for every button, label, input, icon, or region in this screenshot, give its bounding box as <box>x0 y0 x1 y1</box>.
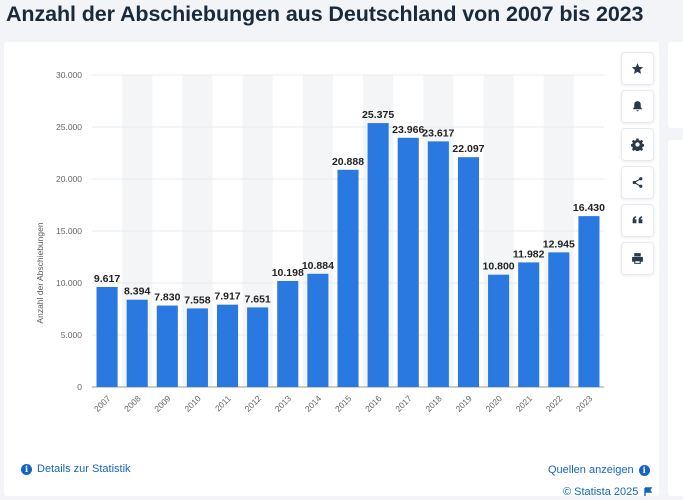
y-tick-label: 5.000 <box>61 330 83 340</box>
bar-value-label: 10.884 <box>302 260 334 272</box>
sources-link[interactable]: Quellen anzeigen i <box>548 464 650 476</box>
bar-value-label: 16.430 <box>573 202 605 214</box>
bar-value-label: 7.917 <box>214 291 240 303</box>
bar[interactable] <box>337 169 359 387</box>
bar-value-label: 10.800 <box>483 261 515 273</box>
info-icon: i <box>21 463 32 475</box>
bar[interactable] <box>548 252 570 387</box>
quote-icon <box>632 216 643 224</box>
y-tick-label: 20.000 <box>56 174 82 184</box>
bar-value-label: 23.617 <box>422 127 454 139</box>
y-tick-label: 30.000 <box>56 70 82 80</box>
bar-value-label: 7.558 <box>184 294 210 306</box>
copyright-text: © Statista 2025 <box>563 486 639 498</box>
bar[interactable] <box>277 280 299 387</box>
cite-button[interactable] <box>621 204 654 237</box>
bar[interactable] <box>488 274 510 387</box>
page-title: Anzahl der Abschiebungen aus Deutschland… <box>6 2 644 26</box>
x-tick-label: 2016 <box>363 393 384 414</box>
x-tick-label: 2014 <box>303 393 324 414</box>
bar[interactable] <box>96 286 118 387</box>
bar-value-label: 23.966 <box>392 124 424 136</box>
bar-value-label: 20.888 <box>332 156 364 168</box>
bar[interactable] <box>156 305 178 387</box>
bar[interactable] <box>578 216 600 387</box>
print-button[interactable] <box>621 242 654 275</box>
bar[interactable] <box>367 123 389 387</box>
x-tick-label: 2008 <box>122 393 143 414</box>
sources-link-label: Quellen anzeigen <box>548 464 634 476</box>
bar-value-label: 8.394 <box>124 286 150 298</box>
bar-value-label: 11.982 <box>513 248 545 260</box>
bar-value-label: 25.375 <box>362 109 394 121</box>
bell-icon <box>633 101 642 112</box>
star-icon <box>631 63 644 74</box>
x-tick-label: 2017 <box>393 393 414 414</box>
share-button[interactable] <box>621 166 654 199</box>
bar[interactable] <box>126 299 148 387</box>
x-tick-label: 2020 <box>484 393 505 414</box>
bar-value-label: 7.651 <box>245 293 271 305</box>
y-tick-label: 15.000 <box>56 226 82 236</box>
x-tick-label: 2007 <box>92 393 113 414</box>
bar-value-label: 12.945 <box>543 238 575 250</box>
settings-button[interactable] <box>621 128 654 161</box>
x-tick-label: 2018 <box>423 393 444 414</box>
y-tick-label: 0 <box>77 382 82 392</box>
info-icon: i <box>638 464 650 476</box>
x-tick-label: 2009 <box>152 393 173 414</box>
side-panel <box>668 42 683 128</box>
bar[interactable] <box>518 262 540 387</box>
bar-value-label: 7.830 <box>154 292 180 304</box>
y-tick-label: 10.000 <box>56 278 82 288</box>
bar[interactable] <box>397 137 419 387</box>
notification-button[interactable] <box>621 90 654 123</box>
x-tick-label: 2010 <box>182 393 203 414</box>
share-icon <box>632 177 643 188</box>
bar[interactable] <box>186 308 208 387</box>
details-link-label: Details zur Statistik <box>37 463 131 475</box>
bar-value-label: 10.198 <box>272 267 304 279</box>
x-tick-label: 2019 <box>453 393 474 414</box>
gear-icon <box>631 138 644 151</box>
bar-value-label: 9.617 <box>94 273 120 285</box>
x-tick-label: 2013 <box>273 393 294 414</box>
details-link[interactable]: i Details zur Statistik <box>21 463 131 475</box>
x-tick-label: 2012 <box>243 393 264 414</box>
y-tick-label: 25.000 <box>56 122 82 132</box>
x-tick-label: 2011 <box>213 393 233 413</box>
x-tick-label: 2021 <box>514 393 535 414</box>
x-tick-label: 2022 <box>544 393 565 414</box>
bar[interactable] <box>216 304 239 387</box>
bar[interactable] <box>247 307 269 387</box>
bar[interactable] <box>427 141 449 387</box>
side-panel <box>668 140 683 496</box>
x-tick-label: 2023 <box>574 393 595 414</box>
chart-card: 9.617 8.394 7.830 7.558 7.917 7.651 10.198 10.8… <box>4 42 659 498</box>
bar[interactable] <box>307 273 329 387</box>
bar[interactable] <box>457 157 480 387</box>
bar-value-label: 22.097 <box>452 143 484 155</box>
favorite-button[interactable] <box>621 52 654 85</box>
flag-icon <box>644 487 653 496</box>
y-axis-title: Anzahl der Abschiebungen <box>35 222 45 323</box>
printer-icon <box>632 253 643 264</box>
x-tick-label: 2015 <box>333 393 354 414</box>
copyright: © Statista 2025 <box>563 486 653 498</box>
